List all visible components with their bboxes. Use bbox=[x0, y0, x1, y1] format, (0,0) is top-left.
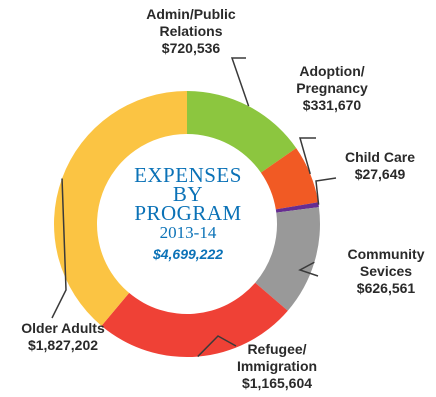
label-adoption-name-2: Pregnancy bbox=[296, 80, 368, 96]
leader-line-childcare bbox=[315, 177, 337, 205]
label-childcare-value: $27,649 bbox=[354, 166, 406, 182]
label-community: Community Sevices $626,561 bbox=[336, 246, 436, 297]
chart-total: $4,699,222 bbox=[152, 246, 224, 262]
slice-older bbox=[54, 91, 187, 326]
label-admin-value: $720,536 bbox=[161, 40, 221, 56]
slice-refugee bbox=[101, 282, 288, 357]
chart-title-line-1: EXPENSES bbox=[134, 163, 242, 187]
chart-title-line-3: 2013-14 bbox=[159, 223, 217, 242]
label-admin-name-2: Relations bbox=[159, 23, 223, 39]
label-childcare: Child Care $27,649 bbox=[330, 149, 430, 183]
slice-childcare bbox=[275, 202, 319, 213]
label-adoption-name-1: Adoption/ bbox=[299, 63, 365, 79]
label-refugee: Refugee/ Immigration $1,165,604 bbox=[217, 341, 337, 392]
leader-line-community bbox=[298, 261, 319, 277]
label-admin: Admin/Public Relations $720,536 bbox=[116, 6, 266, 57]
label-older-value: $1,827,202 bbox=[27, 337, 99, 353]
label-community-value: $626,561 bbox=[356, 280, 416, 296]
leader-line-adoption bbox=[299, 137, 316, 175]
label-refugee-name-1: Refugee/ bbox=[247, 341, 307, 357]
label-community-name-1: Community bbox=[347, 246, 425, 262]
label-childcare-name-1: Child Care bbox=[344, 149, 415, 165]
slice-community bbox=[255, 207, 320, 311]
chart-title-line-2: BY PROGRAM bbox=[134, 182, 242, 225]
label-community-name-2: Sevices bbox=[359, 263, 413, 279]
label-refugee-value: $1,165,604 bbox=[241, 375, 313, 391]
label-older-name-1: Older Adults bbox=[21, 320, 105, 336]
leader-line-refugee bbox=[197, 335, 237, 358]
label-older: Older Adults $1,827,202 bbox=[8, 320, 118, 354]
label-adoption: Adoption/ Pregnancy $331,670 bbox=[272, 63, 392, 114]
label-refugee-name-2: Immigration bbox=[236, 358, 318, 374]
slice-adoption bbox=[260, 148, 319, 210]
leader-line-admin bbox=[230, 57, 250, 107]
leader-line-older bbox=[51, 178, 67, 319]
slice-admin bbox=[187, 91, 297, 173]
chart-title-block: EXPENSES BY PROGRAM 2013-14 $4,699,222 bbox=[118, 163, 258, 265]
label-adoption-value: $331,670 bbox=[302, 97, 362, 113]
label-admin-name-1: Admin/Public bbox=[146, 6, 236, 22]
